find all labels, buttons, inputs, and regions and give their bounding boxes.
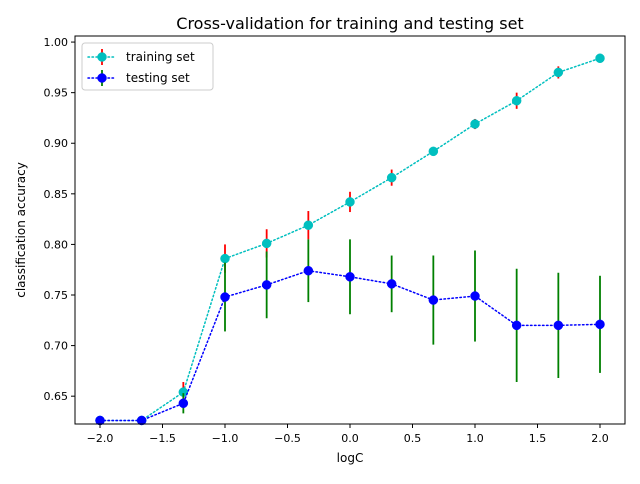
data-point	[553, 67, 564, 78]
y-axis-label: classification accuracy	[14, 162, 28, 298]
legend-marker	[97, 73, 107, 83]
data-point	[511, 96, 522, 106]
legend: training set testing set	[81, 42, 214, 91]
chart-title: Cross-validation for training and testin…	[176, 14, 523, 33]
data-point	[136, 415, 147, 426]
data-point	[386, 279, 397, 289]
data-point	[428, 146, 439, 157]
y-tick-label: 0.90	[44, 137, 69, 150]
data-point	[220, 292, 230, 302]
y-tick-label: 0.75	[44, 289, 69, 302]
data-point	[386, 172, 397, 183]
data-point	[220, 253, 230, 264]
x-tick-label: 1.5	[529, 432, 547, 445]
y-tick-label: 0.95	[44, 87, 69, 100]
x-tick-label: −1.5	[149, 432, 176, 445]
x-axis: −2.0 −1.5 −1.0 −0.5 0.0 0.5 1.0 1.5 2.0	[87, 424, 609, 445]
x-axis-label: logC	[337, 451, 364, 465]
plot-area	[95, 53, 605, 426]
data-point	[345, 197, 355, 207]
data-point	[303, 265, 314, 276]
series-testing	[95, 239, 605, 426]
y-tick-label: 0.80	[44, 238, 69, 251]
y-tick-label: 0.70	[44, 340, 69, 353]
y-tick-label: 1.00	[44, 36, 69, 49]
x-tick-label: 0.5	[404, 432, 422, 445]
data-point	[428, 295, 439, 305]
data-point	[261, 280, 272, 290]
x-tick-label: −1.0	[212, 432, 239, 445]
legend-marker	[97, 52, 107, 62]
data-point	[470, 119, 480, 129]
x-tick-label: 0.0	[341, 432, 359, 445]
data-point	[553, 320, 564, 331]
x-tick-label: 1.0	[466, 432, 484, 445]
y-axis: 0.65 0.70 0.75 0.80 0.85 0.90 0.95 1.00	[44, 36, 75, 403]
y-tick-label: 0.85	[44, 188, 69, 201]
data-point	[511, 320, 522, 331]
data-point	[303, 220, 314, 230]
legend-box	[81, 42, 214, 91]
legend-label: training set	[126, 50, 195, 64]
data-point	[595, 53, 605, 64]
legend-label: testing set	[126, 71, 190, 85]
data-point	[345, 272, 355, 282]
x-tick-label: −0.5	[274, 432, 301, 445]
x-tick-label: 2.0	[591, 432, 609, 445]
y-tick-label: 0.65	[44, 390, 69, 403]
data-point	[470, 291, 480, 301]
data-point	[595, 319, 605, 330]
data-point	[178, 398, 189, 409]
data-point	[261, 238, 272, 249]
x-tick-label: −2.0	[87, 432, 114, 445]
